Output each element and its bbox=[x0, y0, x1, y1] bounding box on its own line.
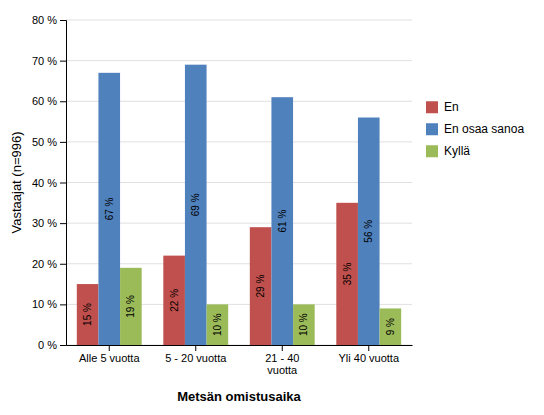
bar bbox=[120, 268, 142, 345]
legend-label: En osaa sanoa bbox=[444, 122, 524, 136]
data-label: 67 % bbox=[104, 197, 115, 220]
data-label: 15 % bbox=[82, 303, 93, 326]
legend: En En osaa sanoa Kyllä bbox=[426, 100, 524, 158]
data-label: 56 % bbox=[363, 220, 374, 243]
data-label: 10 % bbox=[212, 313, 223, 336]
tick-label: Yli 40 vuotta bbox=[338, 352, 399, 364]
bar bbox=[293, 304, 315, 345]
axis-line bbox=[60, 21, 67, 346]
bar bbox=[358, 118, 380, 346]
data-label: 35 % bbox=[342, 262, 353, 285]
tick: 5 - 20 vuotta bbox=[165, 345, 227, 364]
y-axis-title: Vastaajat (n=996) bbox=[9, 131, 24, 233]
data-label: 10 % bbox=[298, 313, 309, 336]
tick-label: 60 % bbox=[32, 95, 57, 107]
data-label: 29 % bbox=[255, 275, 266, 298]
tick-label: 50 % bbox=[32, 136, 57, 148]
legend-item: En osaa sanoa bbox=[426, 122, 524, 136]
tick: 21 - 40vuotta bbox=[265, 345, 299, 376]
chart: 15 % 22 % 29 % 35 % 67 % 69 % 61 % 56 % 19 % 10 %… bbox=[0, 0, 544, 415]
tick-mark bbox=[60, 20, 66, 21]
tick: 80 % bbox=[32, 14, 66, 26]
x-axis: Alle 5 vuotta 5 - 20 vuotta 21 - 40vuotta Y… bbox=[67, 345, 413, 376]
data-label: 69 % bbox=[190, 193, 201, 216]
legend-swatch bbox=[426, 101, 438, 113]
data-label: 19 % bbox=[125, 295, 136, 318]
legend-swatch bbox=[426, 123, 438, 135]
tick-mark bbox=[60, 223, 66, 224]
tick-label: 70 % bbox=[32, 55, 57, 67]
tick: 40 % bbox=[32, 177, 66, 189]
tick-mark bbox=[60, 264, 66, 265]
bar bbox=[336, 203, 358, 345]
tick: 70 % bbox=[32, 55, 66, 67]
data-label: 61 % bbox=[277, 210, 288, 233]
tick-label: 5 - 20 vuotta bbox=[165, 352, 227, 364]
bar bbox=[77, 284, 99, 345]
bar bbox=[380, 308, 402, 345]
tick: 50 % bbox=[32, 136, 66, 148]
tick-mark bbox=[60, 304, 66, 305]
axis-line bbox=[67, 345, 413, 346]
tick: Yli 40 vuotta bbox=[338, 345, 399, 364]
tick-label: Alle 5 vuotta bbox=[79, 352, 140, 364]
bar bbox=[98, 73, 120, 345]
data-label: 22 % bbox=[169, 289, 180, 312]
tick-label: 20 % bbox=[32, 258, 57, 270]
grid-line bbox=[66, 60, 412, 61]
legend-item: Kyllä bbox=[426, 144, 470, 158]
tick-mark bbox=[60, 61, 66, 62]
legend-label: Kyllä bbox=[444, 144, 470, 158]
legend-swatch bbox=[426, 145, 438, 157]
tick-label: 40 % bbox=[32, 177, 57, 189]
tick: 10 % bbox=[32, 298, 66, 310]
bar bbox=[163, 256, 185, 345]
bar bbox=[250, 227, 272, 345]
tick: 30 % bbox=[32, 217, 66, 229]
tick-mark bbox=[60, 142, 66, 143]
bar bbox=[207, 304, 229, 345]
tick-label: 30 % bbox=[32, 217, 57, 229]
bar-series bbox=[98, 65, 379, 345]
tick-label: 0 % bbox=[38, 339, 57, 351]
bar bbox=[185, 65, 207, 345]
tick-mark bbox=[109, 345, 110, 351]
tick-label: 21 - 40vuotta bbox=[265, 352, 299, 377]
tick: Alle 5 vuotta bbox=[79, 345, 140, 364]
tick-label: 80 % bbox=[32, 14, 57, 26]
tick: 60 % bbox=[32, 95, 66, 107]
tick-mark bbox=[60, 345, 66, 346]
bars bbox=[77, 65, 401, 345]
grid-line bbox=[66, 20, 412, 21]
tick-mark bbox=[195, 345, 196, 351]
tick-mark bbox=[282, 345, 283, 351]
tick-mark bbox=[60, 183, 66, 184]
legend-item: En bbox=[426, 100, 459, 114]
bar bbox=[271, 97, 293, 345]
bar-series bbox=[120, 268, 401, 345]
y-axis: 0 % 10 % 20 % 30 % 40 % 50 % 60 % 70 % 80 % bbox=[32, 14, 67, 351]
grid bbox=[66, 20, 412, 345]
tick: 20 % bbox=[32, 258, 66, 270]
tick: 0 % bbox=[38, 339, 66, 351]
plot-area: 15 % 22 % 29 % 35 % 67 % 69 % 61 % 56 % 19 % 10 %… bbox=[32, 14, 413, 376]
data-label: 9 % bbox=[385, 318, 396, 335]
x-axis-title: Metsän omistusaika bbox=[177, 389, 301, 404]
tick-mark bbox=[368, 345, 369, 351]
tick-mark bbox=[60, 101, 66, 102]
tick-label: 10 % bbox=[32, 298, 57, 310]
legend-label: En bbox=[444, 100, 459, 114]
data-labels: 15 % 22 % 29 % 35 % 67 % 69 % 61 % 56 % 19 % 10 %… bbox=[82, 193, 396, 336]
